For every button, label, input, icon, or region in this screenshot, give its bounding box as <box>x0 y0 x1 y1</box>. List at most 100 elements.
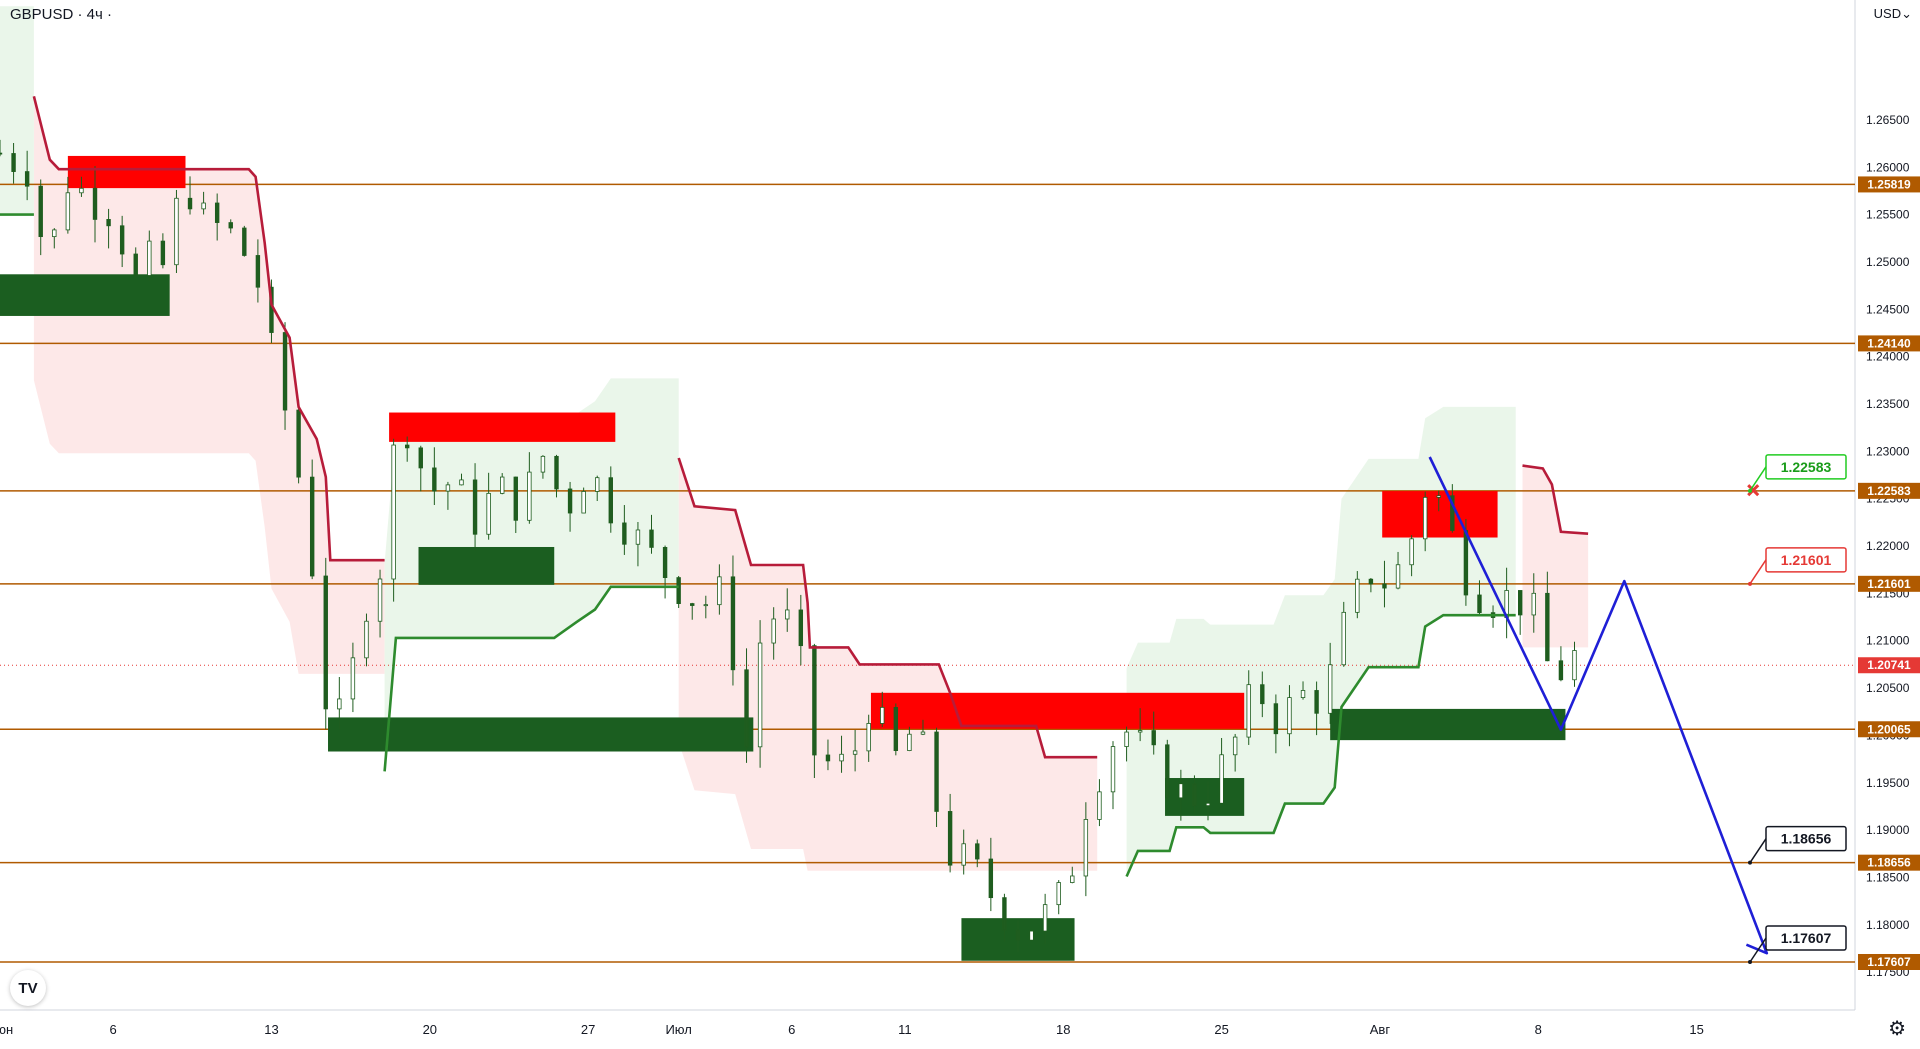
price-tick-label: 1.26000 <box>1866 160 1910 174</box>
candle-body <box>812 645 817 756</box>
candle-body <box>920 731 926 735</box>
candle-body <box>690 603 695 606</box>
candle-body <box>947 811 953 866</box>
candle-body <box>201 202 206 210</box>
trail-red-line <box>32 95 385 562</box>
candle-body <box>160 240 166 266</box>
candle-body <box>79 187 84 194</box>
candle-body <box>1558 660 1564 681</box>
level-tag-label: 1.22583 <box>1867 484 1911 498</box>
candle-body <box>527 471 532 521</box>
currency-selector[interactable]: USD⌄ <box>1873 6 1912 21</box>
price-tick-label: 1.18500 <box>1866 870 1910 884</box>
candle-body <box>11 153 16 172</box>
candle-body <box>106 219 111 227</box>
candle-body <box>391 444 396 580</box>
time-tick-label: 15 <box>1689 1022 1703 1037</box>
candle-body <box>1205 802 1211 807</box>
candle-body <box>404 444 410 449</box>
callout-leader <box>1749 559 1767 585</box>
current-price-tag <box>1858 657 1920 674</box>
candle-body <box>1531 592 1536 616</box>
candle-body <box>1341 611 1346 666</box>
candle-body <box>595 477 600 492</box>
candle-body <box>757 642 763 748</box>
callout-box <box>1765 925 1847 951</box>
callout-box <box>1765 454 1847 480</box>
candle-body <box>445 484 451 492</box>
candle-body <box>961 843 966 866</box>
candle-body <box>1260 684 1265 705</box>
candle-body <box>635 529 641 545</box>
callout-anchor <box>1748 860 1752 865</box>
candle-body <box>323 575 328 710</box>
candle-body <box>364 620 369 659</box>
candle-body <box>1110 746 1116 793</box>
candle-body <box>1192 783 1197 807</box>
candle-body <box>1232 736 1238 756</box>
price-tick-label: 1.24500 <box>1866 302 1910 316</box>
candle-body <box>907 733 912 751</box>
price-tick-label: 1.19000 <box>1866 823 1910 837</box>
level-tag-label: 1.21601 <box>1867 577 1911 591</box>
level-tag <box>1858 953 1920 970</box>
candle-body <box>432 467 437 492</box>
level-tag-label: 1.17607 <box>1867 955 1911 969</box>
gear-icon[interactable]: ⚙ <box>1888 1018 1906 1040</box>
candle-body <box>242 227 247 256</box>
candle-body <box>296 409 301 478</box>
candle-body <box>472 479 478 535</box>
candle-body <box>1368 578 1374 585</box>
candle-body <box>92 187 98 220</box>
candle-body <box>24 171 30 187</box>
candle-body <box>744 669 749 748</box>
candle-body <box>785 609 790 620</box>
candle-body <box>988 858 994 899</box>
candle-body <box>377 578 383 622</box>
time-tick-label: 18 <box>1056 1022 1070 1037</box>
candle-body <box>52 229 57 238</box>
time-tick-label: 11 <box>898 1022 912 1037</box>
time-tick-label: 13 <box>264 1022 278 1037</box>
candle-body <box>255 255 261 288</box>
candle-body <box>1382 583 1387 589</box>
candle-body <box>500 476 505 494</box>
demand-zone <box>1165 778 1245 816</box>
symbol-title[interactable]: GBPUSD · 4ч · <box>10 6 112 23</box>
price-tick-label: 1.25500 <box>1866 208 1910 222</box>
trail-red-fill <box>1522 465 1589 648</box>
candle-body <box>567 488 573 514</box>
candle-body <box>459 479 464 486</box>
candle-body <box>1450 495 1455 531</box>
candle-body <box>540 455 546 473</box>
candle-body <box>1287 697 1292 735</box>
cross-marker-icon <box>1747 484 1760 497</box>
candle-body <box>1545 592 1550 662</box>
level-tag <box>1858 575 1920 592</box>
candle-body <box>174 197 179 266</box>
candle-body <box>350 657 356 700</box>
callout-label: 1.22583 <box>1781 459 1832 475</box>
candle-body <box>1246 684 1251 738</box>
projection-path <box>1428 456 1769 955</box>
candle-body <box>1409 538 1414 566</box>
time-tick-label: 6 <box>788 1022 795 1037</box>
candle-body <box>309 476 315 577</box>
candle-body <box>1097 791 1102 820</box>
time-tick-label: Июл <box>665 1022 691 1037</box>
candle-body <box>0 152 3 155</box>
demand-zone <box>1330 708 1566 741</box>
tradingview-logo-icon[interactable]: TV <box>10 970 46 1006</box>
callout-anchor <box>1748 959 1752 964</box>
candle-body <box>975 843 980 860</box>
level-tag-label: 1.24140 <box>1867 336 1911 350</box>
candle-body <box>1083 819 1089 877</box>
level-tag-label: 1.25819 <box>1867 177 1911 191</box>
candle-body <box>771 618 776 644</box>
demand-zone <box>0 274 170 316</box>
level-tag-label: 1.20065 <box>1867 722 1911 736</box>
time-tick-label: 20 <box>423 1022 437 1037</box>
candle-body <box>1124 731 1129 747</box>
